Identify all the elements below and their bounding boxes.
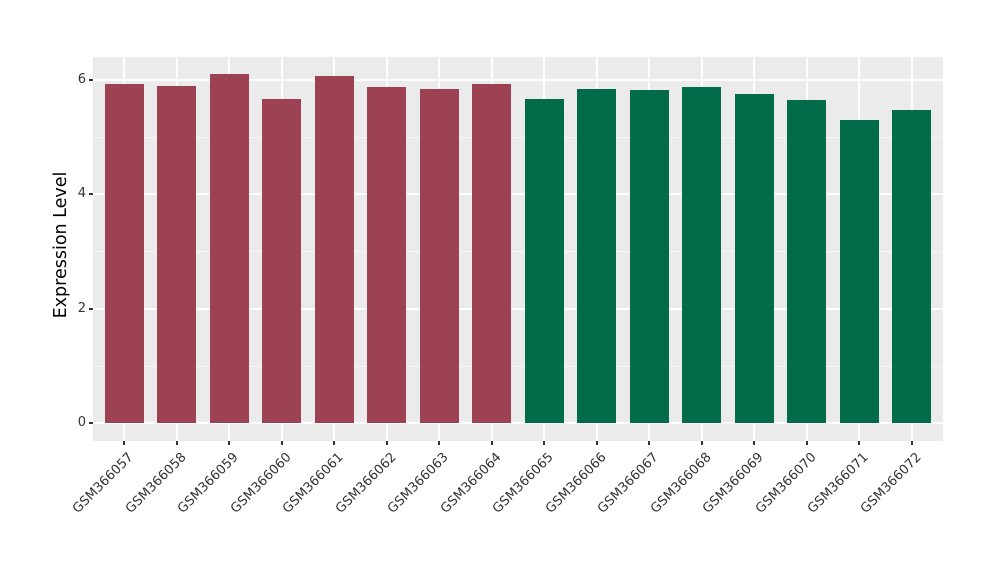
x-axis-tick bbox=[700, 441, 703, 445]
bar-GSM366072 bbox=[892, 110, 932, 423]
x-axis-tick bbox=[753, 441, 756, 445]
bar-GSM366066 bbox=[577, 88, 617, 423]
bar-GSM366065 bbox=[524, 99, 564, 423]
x-axis-tick bbox=[858, 441, 861, 445]
bar-GSM366063 bbox=[419, 88, 459, 423]
x-axis-tick bbox=[280, 441, 283, 445]
x-axis-tick bbox=[595, 441, 598, 445]
x-axis-tick bbox=[175, 441, 178, 445]
x-axis-tick bbox=[805, 441, 808, 445]
y-axis-tick bbox=[89, 193, 93, 196]
minor-gridline bbox=[93, 251, 943, 253]
y-tick-label: 4 bbox=[77, 186, 86, 202]
plot-panel bbox=[93, 57, 943, 441]
minor-gridline bbox=[93, 137, 943, 138]
bar-GSM366064 bbox=[472, 84, 512, 423]
x-axis-tick bbox=[438, 441, 441, 445]
y-axis-tick bbox=[89, 78, 93, 81]
y-axis-tick bbox=[89, 422, 93, 424]
y-axis-tick bbox=[89, 307, 93, 310]
bar-GSM366057 bbox=[104, 83, 144, 423]
bar-GSM366058 bbox=[157, 85, 197, 423]
x-tick-label: GSM366072 bbox=[857, 450, 925, 517]
y-tick-label: 6 bbox=[77, 71, 86, 87]
major-gridline bbox=[93, 422, 943, 424]
major-gridline bbox=[93, 193, 943, 196]
x-axis-tick bbox=[123, 441, 126, 445]
x-axis-tick bbox=[333, 441, 336, 445]
major-gridline bbox=[93, 78, 943, 81]
bar-GSM366061 bbox=[314, 75, 354, 423]
bar-GSM366071 bbox=[839, 119, 879, 423]
bar-GSM366060 bbox=[262, 99, 302, 423]
y-tick-label: 0 bbox=[77, 415, 86, 430]
bar-GSM366067 bbox=[629, 90, 669, 423]
x-axis-tick bbox=[648, 441, 651, 445]
x-axis-tick bbox=[385, 441, 388, 445]
bar-GSM366068 bbox=[682, 86, 722, 423]
y-tick-label: 2 bbox=[77, 300, 86, 316]
x-axis-tick bbox=[228, 441, 231, 445]
bar-GSM366059 bbox=[209, 74, 249, 423]
x-axis-tick bbox=[490, 441, 493, 445]
minor-gridline bbox=[93, 365, 943, 367]
major-gridline bbox=[93, 307, 943, 310]
bar-GSM366070 bbox=[787, 100, 827, 423]
bar-GSM366062 bbox=[367, 87, 407, 423]
x-axis-tick bbox=[910, 441, 913, 445]
x-axis-tick bbox=[543, 441, 546, 445]
bar-GSM366069 bbox=[734, 93, 774, 423]
